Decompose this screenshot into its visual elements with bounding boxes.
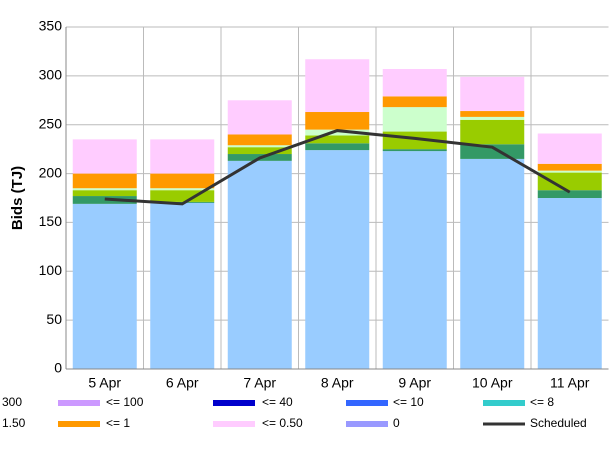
legend-label: Scheduled bbox=[530, 416, 587, 430]
x-tick-label: 7 Apr bbox=[243, 375, 276, 391]
y-tick-label: 250 bbox=[39, 115, 63, 131]
bar-segment bbox=[537, 198, 602, 369]
y-tick-label: 0 bbox=[54, 360, 62, 376]
bar-segment bbox=[72, 190, 137, 197]
bar-segment bbox=[227, 134, 292, 146]
x-tick-label: 10 Apr bbox=[472, 375, 513, 391]
legend-swatch bbox=[58, 400, 100, 406]
bar-segment bbox=[305, 59, 370, 113]
legend-label: <= 0.50 bbox=[262, 416, 303, 430]
x-tick-label: 8 Apr bbox=[321, 375, 354, 391]
x-tick-label: 6 Apr bbox=[166, 375, 199, 391]
y-tick-label: 350 bbox=[39, 18, 63, 34]
bar-segment bbox=[150, 202, 215, 369]
bar-segment bbox=[305, 112, 370, 130]
line-series bbox=[104, 129, 571, 206]
bar-segment bbox=[382, 151, 447, 369]
bar-segment bbox=[460, 116, 525, 120]
x-tick-label: 9 Apr bbox=[398, 375, 431, 391]
bar-segment bbox=[382, 107, 447, 132]
bar-segment bbox=[305, 129, 370, 136]
legend-swatch bbox=[346, 400, 388, 406]
bar-segment bbox=[72, 203, 137, 369]
bar-segment bbox=[460, 76, 525, 112]
legend-swatch bbox=[483, 400, 525, 406]
x-tick-label: 5 Apr bbox=[88, 375, 121, 391]
bar-segment bbox=[227, 145, 292, 148]
bar-segment bbox=[537, 163, 602, 171]
y-tick-label: 300 bbox=[39, 67, 63, 83]
y-tick-label: 200 bbox=[39, 164, 63, 180]
bar-segment bbox=[150, 139, 215, 174]
bar-segment bbox=[382, 149, 447, 152]
bar-segment bbox=[150, 173, 215, 189]
y-axis-label: Bids (TJ) bbox=[9, 166, 26, 230]
bar-segment bbox=[305, 135, 370, 144]
legend-swatch bbox=[346, 421, 388, 427]
legend-label: 1.50 bbox=[2, 416, 26, 430]
bar-segment bbox=[227, 100, 292, 135]
legend-label: <= 100 bbox=[106, 395, 144, 409]
bar-segment bbox=[72, 188, 137, 191]
bar-segment bbox=[382, 96, 447, 108]
bar-segment bbox=[72, 139, 137, 174]
bar-segment bbox=[537, 172, 602, 191]
bar-segment bbox=[537, 190, 602, 198]
bar-segment bbox=[537, 133, 602, 164]
legend-swatch bbox=[213, 400, 255, 406]
bar-segment bbox=[72, 173, 137, 189]
legend-label: 0 bbox=[393, 416, 400, 430]
legend-label: <= 8 bbox=[530, 395, 554, 409]
bar-segment bbox=[150, 190, 215, 202]
y-tick-label: 150 bbox=[39, 213, 63, 229]
bar-segment bbox=[460, 111, 525, 117]
y-tick-label: 50 bbox=[46, 311, 62, 327]
bar-segment bbox=[150, 188, 215, 191]
bar-segment bbox=[305, 143, 370, 151]
legend-label: <= 10 bbox=[393, 395, 424, 409]
bar-segment bbox=[382, 69, 447, 97]
legend-swatch bbox=[213, 421, 255, 427]
legend-label: 300 bbox=[2, 395, 22, 409]
x-tick-label: 11 Apr bbox=[550, 375, 590, 391]
bar-segment bbox=[227, 160, 292, 369]
bar-segment bbox=[537, 170, 602, 173]
bar-segment bbox=[227, 147, 292, 155]
bar-segment bbox=[305, 150, 370, 369]
y-tick-label: 100 bbox=[39, 262, 63, 278]
bar-segment bbox=[460, 158, 525, 369]
legend-swatch bbox=[58, 421, 100, 427]
bar-segment bbox=[460, 119, 525, 145]
legend-label: <= 1 bbox=[106, 416, 130, 430]
legend-label: <= 40 bbox=[262, 395, 293, 409]
